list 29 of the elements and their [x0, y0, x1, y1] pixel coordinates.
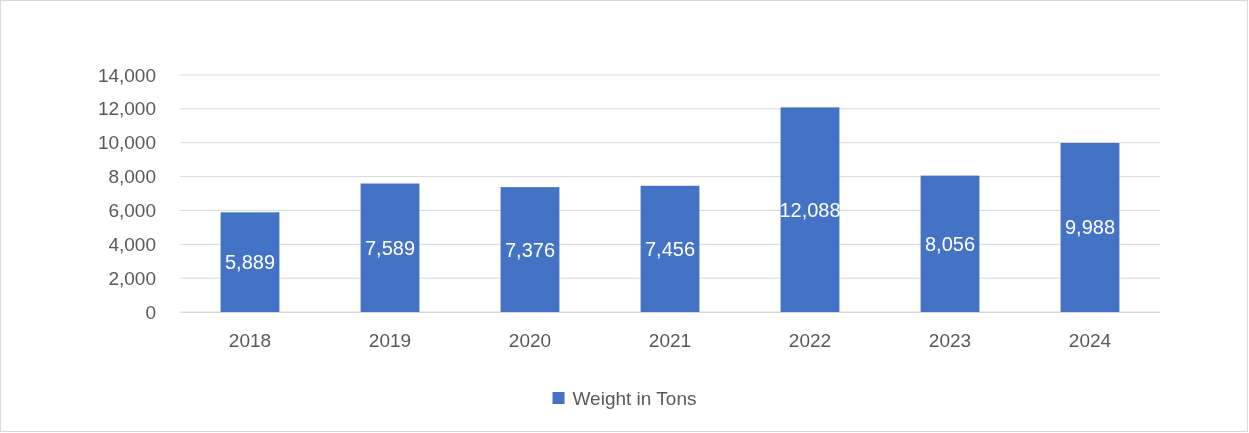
x-tick-label: 2018	[228, 330, 272, 352]
y-tick-label: 4,000	[108, 233, 156, 255]
data-label: 9,988	[1064, 216, 1116, 239]
bar	[640, 185, 700, 312]
y-tick-label: 14,000	[97, 64, 156, 86]
legend-label: Weight in Tons	[572, 387, 697, 409]
bar	[360, 183, 420, 312]
y-tick-label: 2,000	[108, 267, 156, 289]
x-tick-label: 2024	[1068, 330, 1112, 352]
data-label: 8,056	[924, 232, 976, 255]
y-tick-label: 10,000	[97, 132, 156, 154]
x-tick-label: 2022	[788, 330, 832, 352]
x-tick-label: 2020	[508, 330, 552, 352]
bar	[1060, 142, 1120, 312]
data-label: 7,376	[504, 238, 556, 261]
data-label: 5,889	[224, 251, 276, 274]
y-tick-label: 8,000	[108, 166, 156, 188]
bar	[780, 107, 840, 312]
bar	[920, 175, 980, 312]
x-tick-label: 2021	[648, 330, 692, 352]
data-label: 7,589	[364, 236, 416, 259]
y-tick-label: 12,000	[97, 98, 156, 120]
bar	[500, 187, 560, 312]
bar	[220, 212, 280, 312]
x-tick-label: 2023	[928, 330, 972, 352]
x-tick-label: 2019	[368, 330, 412, 352]
y-tick-label: 6,000	[108, 200, 156, 222]
data-label: 7,456	[644, 237, 696, 260]
y-tick-label: 0	[145, 301, 156, 323]
